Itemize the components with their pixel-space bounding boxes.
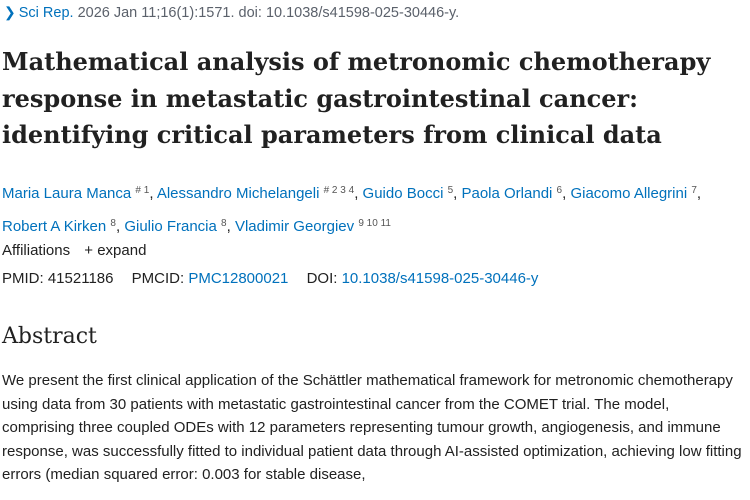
expand-label: expand: [97, 242, 147, 259]
author-link[interactable]: Maria Laura Manca: [2, 185, 132, 202]
affiliations-label: Affiliations: [2, 242, 71, 259]
doi-link[interactable]: 10.1038/s41598-025-30446-y: [341, 270, 539, 287]
author-link[interactable]: Vladimir Georgiev: [234, 218, 355, 235]
author-affiliation-refs[interactable]: 5: [447, 185, 454, 196]
citation-details: 2026 Jan 11;16(1):1571. doi: 10.1038/s41…: [77, 5, 460, 21]
author-link[interactable]: Alessandro Michelangeli: [156, 185, 320, 202]
journal-link[interactable]: Sci Rep.: [18, 5, 74, 21]
author-link[interactable]: Giulio Francia: [124, 218, 217, 235]
affiliations-toggle[interactable]: Affiliations + expand: [2, 242, 146, 259]
author-affiliation-refs[interactable]: 6: [556, 185, 563, 196]
author-affiliation-refs[interactable]: 8: [110, 218, 116, 229]
author-link[interactable]: Guido Bocci: [362, 185, 444, 202]
citation-line: ❯ Sci Rep. 2026 Jan 11;16(1):1571. doi: 1…: [4, 4, 459, 21]
author-link[interactable]: Paola Orlandi: [461, 185, 553, 202]
author-affiliation-refs[interactable]: 9 10 11: [358, 218, 391, 229]
pmid-label: PMID:: [2, 270, 44, 287]
pmcid-link[interactable]: PMC12800021: [188, 270, 289, 287]
pmcid-label: PMCID:: [131, 270, 185, 287]
abstract-heading: Abstract: [2, 324, 97, 349]
author-affiliation-refs[interactable]: 7: [691, 185, 697, 196]
pmid-value: 41521186: [47, 270, 114, 287]
abstract-text: We present the first clinical applicatio…: [2, 372, 742, 483]
plus-icon: +: [84, 242, 94, 259]
chevron-right-icon[interactable]: ❯: [4, 4, 16, 20]
article-title: Mathematical analysis of metronomic chem…: [2, 47, 711, 149]
author-affiliation-refs[interactable]: # 2 3 4: [323, 185, 355, 196]
author-affiliation-refs[interactable]: 8: [221, 218, 227, 229]
expand-button[interactable]: + expand: [84, 242, 146, 259]
article-identifiers: PMID: 41521186 PMCID: PMC12800021 DOI: 1…: [2, 270, 538, 287]
author-affiliation-refs[interactable]: # 1: [135, 185, 150, 196]
author-list: Maria Laura Manca # 1, Alessandro Michel…: [2, 185, 702, 235]
doi-label: DOI:: [306, 270, 338, 287]
author-link[interactable]: Giacomo Allegrini: [570, 185, 688, 202]
author-link[interactable]: Robert A Kirken: [2, 218, 107, 235]
